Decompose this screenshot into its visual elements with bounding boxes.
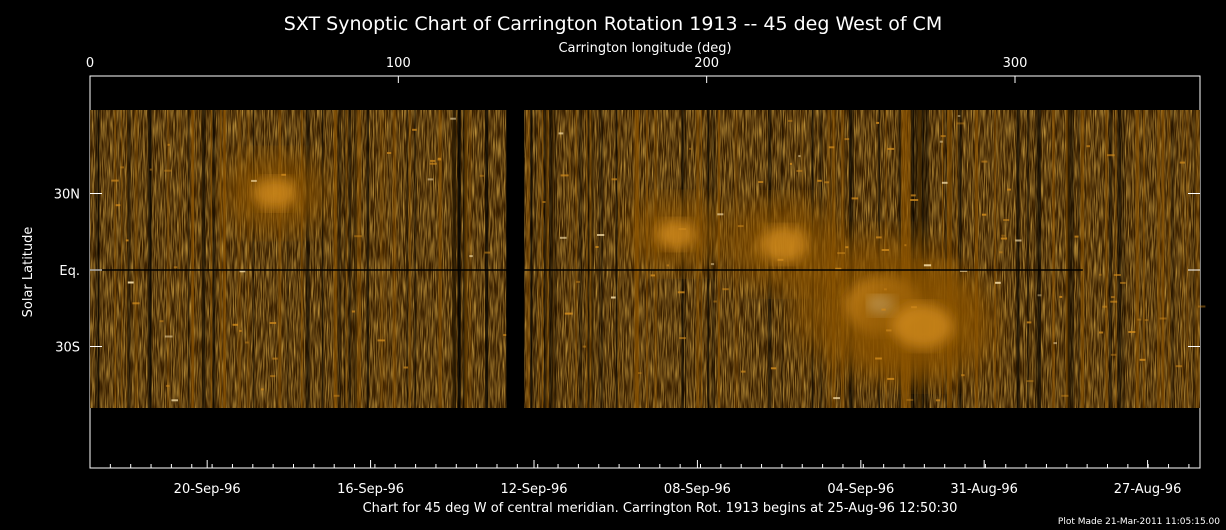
chart-caption: Chart for 45 deg W of central meridian. …: [363, 501, 958, 516]
top-tick-label: 0: [86, 56, 94, 71]
bottom-tick-label: 31-Aug-96: [950, 482, 1018, 497]
bottom-tick-label: 12-Sep-96: [501, 482, 568, 497]
chart-title: SXT Synoptic Chart of Carrington Rotatio…: [284, 13, 942, 35]
y-tick-label: 30N: [54, 188, 80, 203]
top-tick-label: 100: [386, 56, 411, 71]
bottom-tick-label: 08-Sep-96: [664, 482, 731, 497]
top-tick-label: 300: [1003, 56, 1028, 71]
bottom-tick-label: 27-Aug-96: [1114, 482, 1182, 497]
top-axis-label: Carrington longitude (deg): [558, 41, 731, 56]
plot-made-stamp: Plot Made 21-Mar-2011 11:05:15.00: [1058, 517, 1220, 527]
top-tick-label: 200: [694, 56, 719, 71]
y-axis-label: Solar Latitude: [21, 227, 36, 318]
synoptic-map-image: [90, 108, 1206, 410]
y-tick-label: 30S: [55, 341, 80, 356]
bottom-tick-label: 20-Sep-96: [174, 482, 241, 497]
bottom-tick-label: 04-Sep-96: [827, 482, 894, 497]
y-tick-label: Eq.: [59, 264, 80, 279]
bottom-tick-label: 16-Sep-96: [337, 482, 404, 497]
